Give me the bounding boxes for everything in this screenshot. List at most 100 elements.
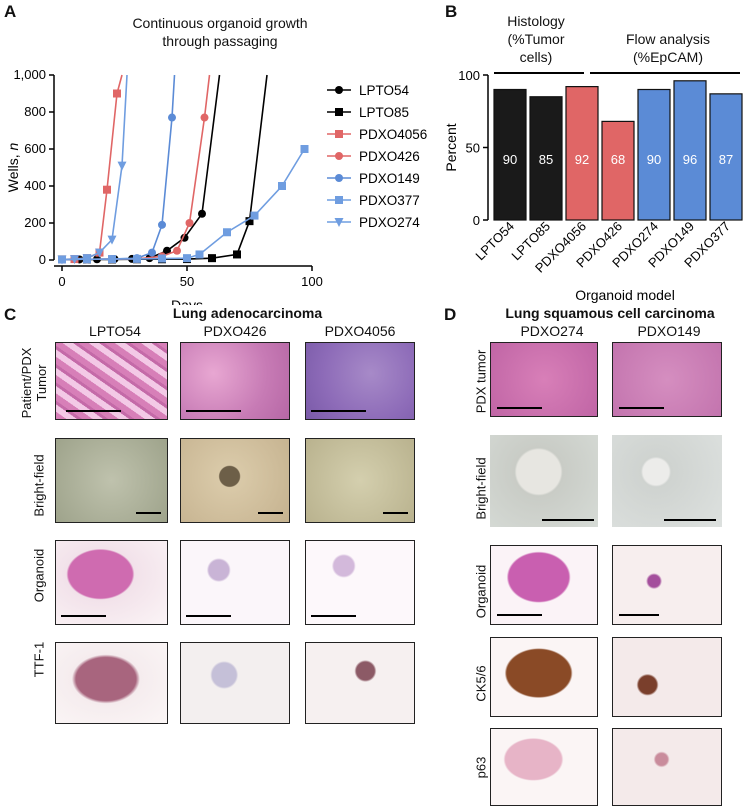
- panel-d-row-brightfield: Bright-field: [473, 457, 489, 520]
- bar-value-label: 96: [683, 152, 697, 167]
- bar-lpto54: [493, 88, 527, 221]
- data-point-lpto54: [198, 209, 206, 218]
- legend-label-pdxo377: PDXO377: [359, 193, 420, 208]
- data-point-pdxo377: [300, 145, 309, 153]
- y-tick-label: 1,000: [13, 67, 46, 82]
- bar-pdxo4056: [565, 86, 599, 221]
- histology-label-line3: cells): [519, 49, 553, 65]
- pdxo4056-tumor-image: [305, 342, 415, 420]
- panel-d-row-organoid: Organoid: [473, 564, 489, 619]
- data-point-pdxo377: [278, 182, 286, 190]
- pdxo274-ck56-image: [490, 637, 598, 717]
- y-tick-label: 400: [24, 178, 46, 193]
- panel-c-col-pdxo4056: PDXO4056: [324, 323, 396, 339]
- bar-value-label: 92: [575, 152, 589, 167]
- panel-c-row-brightfield: Bright-field: [31, 454, 47, 517]
- legend-label-pdxo426: PDXO426: [359, 149, 420, 164]
- legend-marker: [335, 152, 343, 160]
- data-point-pdxo377: [250, 211, 259, 220]
- series-line-pdxo426: [61, 74, 211, 261]
- data-point-pdxo149: [168, 113, 176, 122]
- bar-pdxo274: [637, 88, 671, 221]
- data-point-lpto85: [233, 250, 241, 259]
- lpto54-brightfield-image: [55, 438, 168, 523]
- data-point-pdxo377: [158, 254, 166, 263]
- panel-d-col-pdxo149: PDXO149: [637, 323, 701, 339]
- legend-label-pdxo274: PDXO274: [359, 215, 420, 230]
- data-point-pdxo426: [185, 219, 194, 227]
- series-line-lpto54: [62, 74, 221, 261]
- bar-value-label: 90: [503, 152, 517, 167]
- y-tick-label: 100: [458, 68, 480, 83]
- legend-label-lpto85: LPTO85: [359, 105, 409, 120]
- bar-value-label: 90: [647, 152, 661, 167]
- data-point-lpto54: [163, 246, 171, 255]
- pdxo149-pdx-tumor-image: [612, 342, 722, 417]
- histology-label-line1: Histology: [507, 13, 565, 29]
- data-point-pdxo377: [183, 254, 191, 263]
- panel-c-row-organoid: Organoid: [31, 548, 47, 603]
- pdxo274-organoid-image: [490, 545, 598, 625]
- flow-group-label: Flow analysis (%EpCAM): [588, 30, 748, 66]
- data-point-pdxo274: [95, 248, 104, 258]
- series-line-pdxo274: [61, 74, 128, 261]
- data-point-pdxo426: [173, 246, 181, 255]
- panel-letter-c: C: [4, 305, 17, 324]
- pdxo4056-ttf1-image: [305, 642, 415, 724]
- legend-marker: [335, 130, 343, 138]
- pdxo274-brightfield-image: [490, 435, 598, 527]
- data-point-pdxo274: [107, 235, 117, 245]
- bar-pdxo149: [673, 80, 707, 221]
- data-point-lpto85: [208, 254, 216, 263]
- y-tick-label: 0: [473, 213, 480, 228]
- growth-line-chart: 0 200 400 600 800 1,000 0 50 100 Days Wells, n LPTO…: [5, 67, 427, 305]
- flow-label-line2: (%EpCAM): [632, 49, 703, 65]
- pdxo4056-brightfield-image: [305, 438, 415, 523]
- pdxo149-brightfield-image: [612, 435, 722, 527]
- pdxo426-ttf1-image: [180, 642, 290, 724]
- legend-marker: [335, 174, 343, 182]
- data-point-pdxo274: [70, 255, 79, 265]
- legend-marker: [334, 218, 344, 227]
- panel-d-row-ck56: CK5/6: [473, 665, 489, 702]
- bar-pdxo377: [709, 93, 743, 221]
- panel-letter-a: A: [4, 2, 17, 21]
- data-point-pdxo4056: [113, 89, 121, 98]
- y-tick-label: 0: [39, 252, 46, 267]
- panel-c-row-tumor: Patient/PDX Tumor: [19, 347, 49, 419]
- flow-label-line1: Flow analysis: [625, 31, 711, 47]
- panel-d-col-pdxo274: PDXO274: [520, 323, 584, 339]
- data-point-pdxo377: [223, 228, 231, 237]
- data-point-pdxo377: [195, 250, 204, 259]
- bar-value-label: 68: [611, 152, 625, 167]
- panel-d-row-pdx-tumor: PDX tumor: [473, 349, 489, 414]
- data-point-pdxo274: [82, 254, 92, 264]
- pdxo274-p63-image: [490, 728, 598, 806]
- pdxo426-brightfield-image: [180, 438, 290, 523]
- x-tick-label: 100: [301, 274, 323, 289]
- lpto54-tumor-image: [55, 342, 168, 420]
- histology-bracket: [494, 72, 584, 74]
- legend-marker: [335, 108, 343, 116]
- panel-letter-b: B: [445, 2, 458, 21]
- lpto54-ttf1-image: [55, 642, 168, 724]
- pdxo426-tumor-image: [180, 342, 290, 420]
- panel-c-title: Lung adenocarcinoma: [172, 305, 323, 321]
- series-line-pdxo149: [61, 74, 176, 261]
- data-point-pdxo377: [108, 255, 116, 264]
- pdxo426-organoid-image: [180, 540, 290, 625]
- data-point-pdxo274: [117, 161, 127, 171]
- bar-value-label: 85: [539, 152, 553, 167]
- y-tick-label: 800: [24, 104, 46, 119]
- x-tick-label: 50: [180, 274, 194, 289]
- series-line-lpto85: [62, 74, 268, 261]
- y-axis-title: Wells, n: [5, 143, 21, 193]
- panel-d-row-p63: p63: [473, 756, 489, 779]
- pdxo4056-organoid-image: [305, 540, 415, 625]
- histology-group-label: Histology (%Tumor cells): [480, 12, 592, 66]
- series-line-pdxo377: [61, 148, 306, 261]
- panel-c-col-lpto54: LPTO54: [89, 323, 141, 339]
- legend-marker: [335, 196, 343, 204]
- y-tick-label: 50: [466, 141, 480, 156]
